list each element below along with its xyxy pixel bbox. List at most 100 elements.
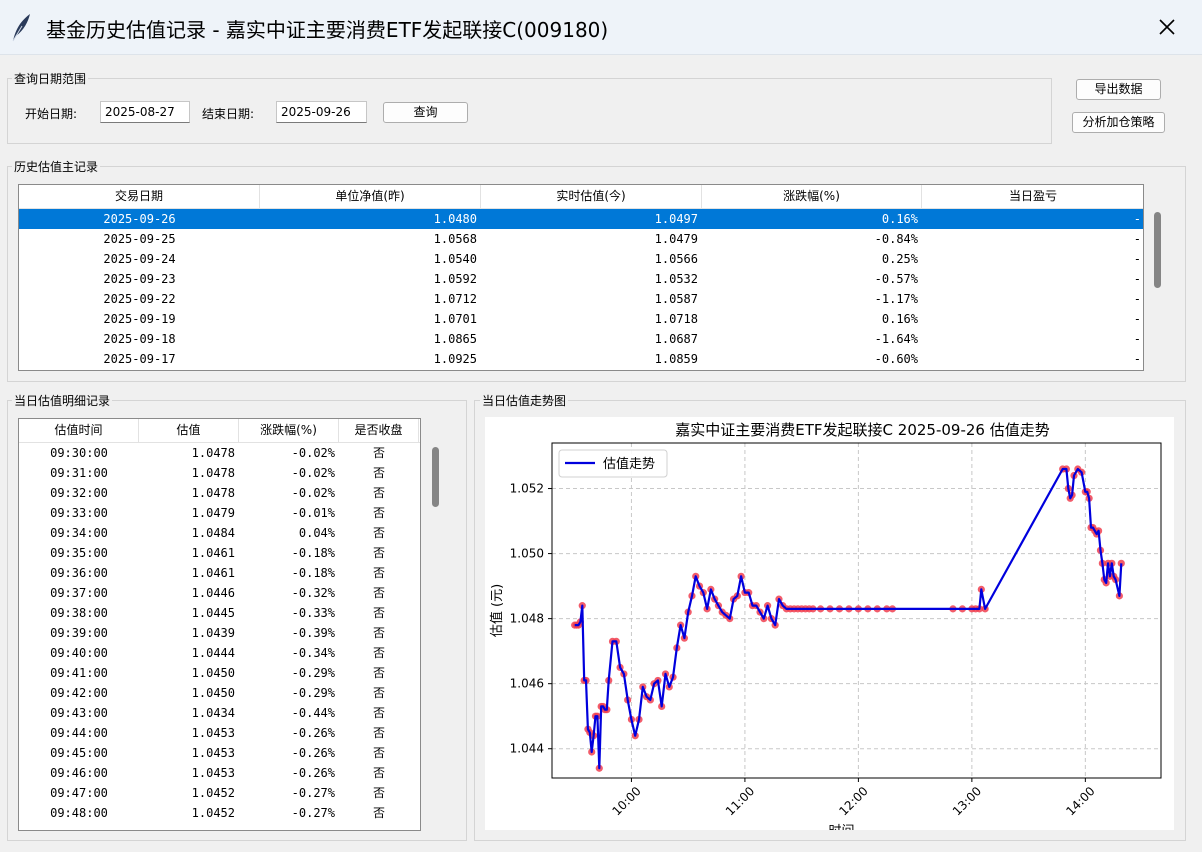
table-row[interactable]: 2025-09-25 1.0568 1.0479 -0.84% - [19,229,1143,249]
table-row[interactable]: 2025-09-24 1.0540 1.0566 0.25% - [19,249,1143,269]
history-cell: 1.0566 [654,252,698,266]
detail-cell: 否 [372,626,385,640]
query-date-group [7,78,1052,144]
table-row[interactable]: 09:32:00 1.0478 -0.02% 否 [19,483,419,503]
detail-cell: 1.0453 [191,766,235,780]
table-row[interactable]: 09:30:00 1.0478 -0.02% 否 [19,443,419,463]
table-row[interactable]: 09:46:00 1.0453 -0.26% 否 [19,763,419,783]
history-scrollbar[interactable] [1151,185,1165,370]
history-cell: - [1133,252,1141,266]
table-row[interactable]: 09:48:00 1.0452 -0.27% 否 [19,803,419,823]
x-tick-label: 13:00 [950,784,984,818]
detail-cell: 09:39:00 [50,626,108,640]
history-header-col-4[interactable]: 当日盈亏 [922,185,1143,208]
detail-cell: 0.04% [298,526,335,540]
detail-cell: 1.0444 [191,646,235,660]
detail-cell: 09:46:00 [50,766,108,780]
chart-group-label: 当日估值走势图 [480,392,569,409]
trend-chart-group [474,400,1186,841]
detail-cell: 否 [372,706,385,720]
history-header-col-1[interactable]: 单位净值(昨) [260,185,481,208]
history-header-col-0[interactable]: 交易日期 [19,185,260,208]
y-tick-label: 1.044 [510,742,544,756]
history-cell: - [1133,332,1141,346]
detail-cell: 1.0450 [191,686,235,700]
history-cell: 1.0587 [654,292,698,306]
detail-cell: 1.0479 [191,506,235,520]
detail-cell: 09:40:00 [50,646,108,660]
table-row[interactable]: 09:42:00 1.0450 -0.29% 否 [19,683,419,703]
detail-records-group [7,400,467,841]
series-line [574,467,1123,770]
detail-cell: 否 [372,806,385,820]
detail-cell: 1.0450 [191,666,235,680]
end-date-input[interactable]: 2025-09-26 [276,101,367,123]
detail-header-col-3[interactable]: 是否收盘 [339,419,419,442]
table-row[interactable]: 09:39:00 1.0439 -0.39% 否 [19,623,419,643]
detail-cell: 否 [372,466,385,480]
detail-cell: 否 [372,606,385,620]
table-row[interactable]: 09:47:00 1.0452 -0.27% 否 [19,783,419,803]
query-button[interactable]: 查询 [383,102,468,123]
history-cell: -0.60% [874,352,918,366]
table-row[interactable]: 09:36:00 1.0461 -0.18% 否 [19,563,419,583]
table-row[interactable]: 2025-09-26 1.0480 1.0497 0.16% - [19,209,1143,229]
history-cell: 1.0479 [654,232,698,246]
start-date-label: 开始日期: [25,107,78,121]
history-cell: 1.0865 [433,332,477,346]
detail-cell: 否 [372,446,385,460]
detail-cell: 09:41:00 [50,666,108,680]
history-cell: 2025-09-25 [103,232,176,246]
table-row[interactable]: 09:31:00 1.0478 -0.02% 否 [19,463,419,483]
history-header-col-2[interactable]: 实时估值(今) [481,185,702,208]
x-tick-label: 11:00 [723,784,757,818]
table-row[interactable]: 09:33:00 1.0479 -0.01% 否 [19,503,419,523]
detail-cell: -0.02% [291,486,335,500]
detail-cell: 09:32:00 [50,486,108,500]
table-row[interactable]: 09:41:00 1.0450 -0.29% 否 [19,663,419,683]
x-tick-label: 12:00 [836,784,870,818]
detail-cell: 1.0478 [191,446,235,460]
detail-cell: -0.27% [291,806,335,820]
table-row[interactable]: 09:40:00 1.0444 -0.34% 否 [19,643,419,663]
start-date-input[interactable]: 2025-08-27 [100,101,190,123]
chart-title: 嘉实中证主要消费ETF发起联接C 2025-09-26 估值走势 [675,421,1049,439]
export-data-button[interactable]: 导出数据 [1076,79,1161,100]
end-date-label: 结束日期: [202,107,255,121]
table-row[interactable]: 2025-09-23 1.0592 1.0532 -0.57% - [19,269,1143,289]
detail-header-col-0[interactable]: 估值时间 [19,419,139,442]
x-tick-label: 10:00 [609,784,643,818]
detail-cell: 1.0453 [191,726,235,740]
table-row[interactable]: 2025-09-17 1.0925 1.0859 -0.60% - [19,349,1143,369]
table-row[interactable]: 09:34:00 1.0484 0.04% 否 [19,523,419,543]
history-table-header: 交易日期 单位净值(昨) 实时估值(今) 涨跌幅(%) 当日盈亏 [19,185,1143,209]
detail-scrollbar-thumb[interactable] [432,447,439,507]
detail-cell: 1.0484 [191,526,235,540]
detail-cell: 09:35:00 [50,546,108,560]
history-header-col-3[interactable]: 涨跌幅(%) [702,185,922,208]
table-row[interactable]: 09:45:00 1.0453 -0.26% 否 [19,743,419,763]
plot-frame [551,442,1162,779]
table-row[interactable]: 09:38:00 1.0445 -0.33% 否 [19,603,419,623]
history-cell: 2025-09-24 [103,252,176,266]
table-row[interactable]: 2025-09-22 1.0712 1.0587 -1.17% - [19,289,1143,309]
detail-cell: 1.0446 [191,586,235,600]
table-row[interactable]: 2025-09-18 1.0865 1.0687 -1.64% - [19,329,1143,349]
window-title: 基金历史估值记录 - 嘉实中证主要消费ETF发起联接C(009180) [46,18,609,42]
table-row[interactable]: 09:35:00 1.0461 -0.18% 否 [19,543,419,563]
close-icon[interactable] [1152,12,1182,42]
detail-header-col-1[interactable]: 估值 [139,419,239,442]
analyze-strategy-button[interactable]: 分析加仓策略 [1072,112,1165,133]
detail-cell: -0.18% [291,546,335,560]
table-row[interactable]: 09:37:00 1.0446 -0.32% 否 [19,583,419,603]
history-cell: 2025-09-23 [103,272,176,286]
history-scrollbar-thumb[interactable] [1154,212,1161,288]
history-cell: - [1133,352,1141,366]
table-row[interactable]: 09:44:00 1.0453 -0.26% 否 [19,723,419,743]
table-row[interactable]: 2025-09-19 1.0701 1.0718 0.16% - [19,309,1143,329]
detail-scrollbar[interactable] [429,419,443,830]
detail-cell: 1.0478 [191,486,235,500]
detail-header-col-2[interactable]: 涨跌幅(%) [239,419,339,442]
detail-cell: 否 [372,546,385,560]
table-row[interactable]: 09:43:00 1.0434 -0.44% 否 [19,703,419,723]
